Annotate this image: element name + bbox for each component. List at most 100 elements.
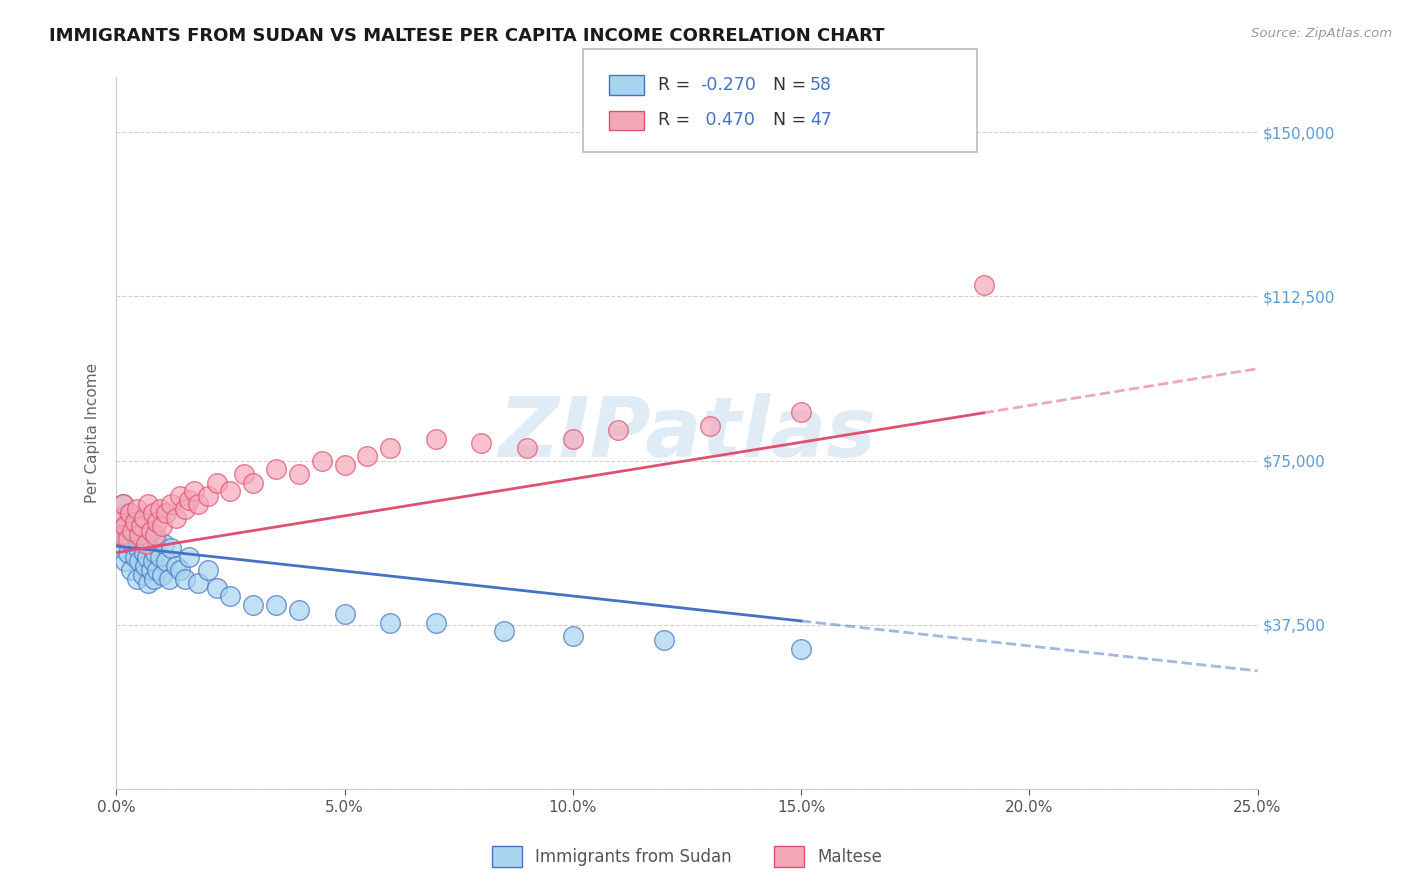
Text: -0.270: -0.270 (700, 76, 756, 94)
Point (160, 498, 183, 512)
Text: IMMIGRANTS FROM SUDAN VS MALTESE PER CAPITA INCOME CORRELATION CHART: IMMIGRANTS FROM SUDAN VS MALTESE PER CAP… (49, 27, 884, 45)
Point (205, 475, 228, 490)
Point (356, 450, 378, 464)
Point (117, 546, 139, 560)
Point (699, 418, 721, 433)
Point (169, 563, 191, 577)
Point (153, 537, 176, 551)
Point (131, 533, 153, 547)
Point (219, 484, 242, 499)
Point (139, 524, 162, 538)
Point (219, 590, 242, 604)
Point (124, 515, 146, 529)
Point (135, 528, 157, 542)
Point (117, 533, 139, 547)
Point (233, 467, 256, 481)
Point (155, 506, 177, 520)
Point (142, 572, 165, 586)
Point (112, 498, 135, 512)
Point (136, 576, 159, 591)
Point (165, 558, 187, 573)
Text: 58: 58 (810, 76, 832, 94)
Text: N =: N = (773, 112, 813, 129)
Point (142, 554, 165, 568)
Point (242, 475, 264, 490)
Point (143, 546, 166, 560)
Point (136, 498, 159, 512)
Point (112, 498, 135, 512)
Point (183, 484, 205, 499)
Point (136, 549, 159, 564)
Point (115, 533, 138, 547)
Text: N =: N = (773, 76, 813, 94)
Point (205, 581, 228, 595)
Point (790, 642, 813, 657)
Point (114, 519, 136, 533)
Point (125, 501, 148, 516)
Text: R =: R = (658, 112, 696, 129)
Point (139, 563, 162, 577)
Point (790, 405, 813, 419)
Point (652, 633, 675, 648)
Point (132, 546, 155, 560)
Point (114, 554, 136, 568)
Point (146, 563, 169, 577)
Point (561, 629, 583, 643)
Point (288, 602, 311, 616)
Point (129, 519, 152, 533)
Point (169, 489, 191, 503)
Point (118, 524, 141, 538)
Point (108, 510, 131, 524)
Point (132, 567, 155, 582)
Point (118, 506, 141, 520)
Point (134, 558, 156, 573)
Point (114, 519, 136, 533)
Point (124, 549, 146, 564)
Text: 47: 47 (810, 112, 832, 129)
Point (131, 519, 153, 533)
Point (120, 563, 142, 577)
Point (333, 458, 356, 472)
Point (173, 572, 195, 586)
Point (288, 467, 311, 481)
Point (122, 515, 145, 529)
Point (118, 506, 141, 520)
Point (141, 541, 163, 556)
Point (111, 528, 134, 542)
Point (138, 537, 160, 551)
Point (311, 453, 333, 467)
Point (179, 549, 201, 564)
Point (143, 528, 166, 542)
Point (150, 519, 173, 533)
Legend: Immigrants from Sudan, Maltese: Immigrants from Sudan, Maltese (485, 839, 889, 873)
Point (333, 607, 356, 621)
Point (149, 501, 172, 516)
Point (127, 541, 149, 556)
Point (128, 554, 150, 568)
Point (425, 615, 447, 630)
Point (128, 528, 150, 542)
Point (264, 598, 287, 612)
Point (242, 598, 264, 612)
Point (121, 537, 143, 551)
Point (146, 515, 169, 529)
Point (187, 576, 209, 591)
Point (561, 432, 583, 446)
Point (124, 528, 146, 542)
Point (197, 563, 219, 577)
Text: Source: ZipAtlas.com: Source: ZipAtlas.com (1251, 27, 1392, 40)
Point (470, 436, 492, 450)
Point (264, 462, 287, 476)
Point (607, 423, 630, 437)
Point (165, 510, 187, 524)
Point (155, 554, 177, 568)
Point (187, 498, 209, 512)
Point (107, 510, 129, 524)
Point (179, 493, 201, 508)
Point (516, 441, 538, 455)
Point (110, 528, 132, 542)
Text: ZIPatlas: ZIPatlas (498, 392, 876, 474)
Text: 0.470: 0.470 (700, 112, 755, 129)
Point (173, 501, 195, 516)
Y-axis label: Per Capita Income: Per Capita Income (86, 363, 100, 503)
